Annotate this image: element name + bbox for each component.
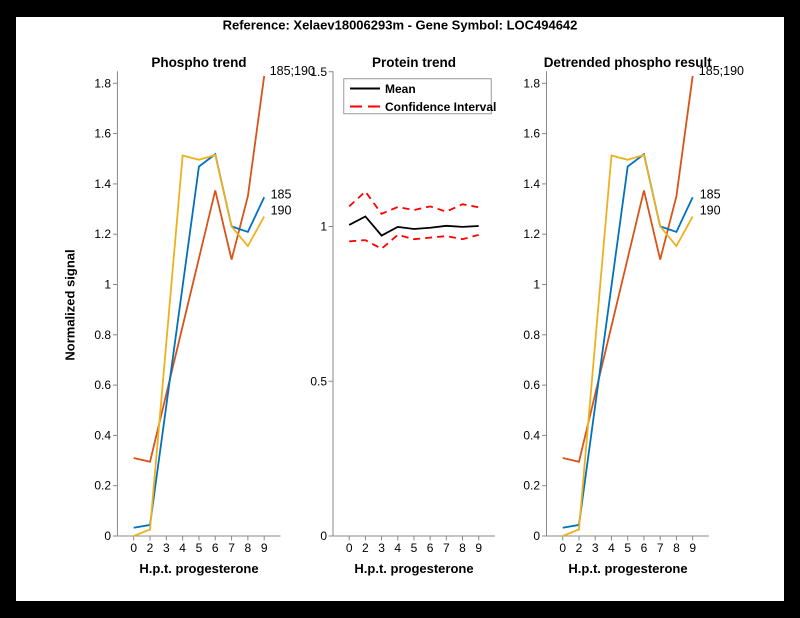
svg-text:0.4: 0.4 (94, 428, 111, 442)
svg-text:185;190: 185;190 (699, 64, 744, 78)
svg-text:1.4: 1.4 (94, 177, 111, 191)
svg-text:0.5: 0.5 (310, 374, 327, 388)
svg-text:1: 1 (320, 220, 327, 234)
svg-text:0: 0 (559, 541, 566, 555)
svg-text:0.2: 0.2 (94, 479, 111, 493)
svg-text:1.6: 1.6 (523, 127, 540, 141)
svg-text:6: 6 (641, 541, 648, 555)
svg-text:7: 7 (443, 541, 450, 555)
svg-text:0: 0 (320, 529, 327, 543)
svg-text:0: 0 (533, 529, 540, 543)
svg-text:H.p.t. progesterone: H.p.t. progesterone (568, 561, 687, 576)
svg-text:190: 190 (700, 204, 721, 218)
svg-text:2: 2 (576, 541, 583, 555)
svg-text:7: 7 (228, 541, 235, 555)
svg-text:Reference: Xelaev18006293m -: Reference: Xelaev18006293m - Gene Symbol… (223, 18, 578, 33)
svg-text:H.p.t. progesterone: H.p.t. progesterone (354, 561, 473, 576)
svg-text:5: 5 (411, 541, 418, 555)
svg-text:Mean: Mean (385, 82, 416, 96)
svg-text:1.4: 1.4 (523, 177, 540, 191)
svg-text:0.2: 0.2 (523, 479, 540, 493)
svg-text:9: 9 (689, 541, 696, 555)
svg-text:0: 0 (104, 529, 111, 543)
svg-text:2: 2 (147, 541, 154, 555)
svg-text:1.8: 1.8 (523, 76, 540, 90)
svg-text:8: 8 (245, 541, 252, 555)
svg-text:5: 5 (624, 541, 631, 555)
svg-text:185: 185 (271, 188, 292, 202)
svg-text:6: 6 (427, 541, 434, 555)
svg-text:0.6: 0.6 (94, 378, 111, 392)
svg-text:190: 190 (271, 204, 292, 218)
svg-text:4: 4 (394, 541, 401, 555)
svg-text:6: 6 (212, 541, 219, 555)
svg-text:Detrended phospho result: Detrended phospho result (544, 55, 713, 70)
svg-text:3: 3 (378, 541, 385, 555)
svg-text:1.2: 1.2 (523, 227, 540, 241)
svg-text:2: 2 (362, 541, 369, 555)
svg-text:4: 4 (608, 541, 615, 555)
svg-text:Phospho trend: Phospho trend (151, 55, 246, 70)
svg-text:7: 7 (657, 541, 664, 555)
svg-text:1.8: 1.8 (94, 76, 111, 90)
svg-text:Protein trend: Protein trend (372, 55, 456, 70)
svg-text:8: 8 (673, 541, 680, 555)
svg-text:4: 4 (179, 541, 186, 555)
svg-text:8: 8 (459, 541, 466, 555)
svg-text:5: 5 (196, 541, 203, 555)
svg-text:0.6: 0.6 (523, 378, 540, 392)
svg-text:185;190: 185;190 (270, 64, 315, 78)
svg-text:0.4: 0.4 (523, 428, 540, 442)
svg-text:1.2: 1.2 (94, 227, 111, 241)
svg-text:1: 1 (533, 278, 540, 292)
svg-text:185: 185 (700, 188, 721, 202)
svg-text:0: 0 (346, 541, 353, 555)
svg-text:Normalized signal: Normalized signal (62, 249, 77, 360)
svg-text:9: 9 (475, 541, 482, 555)
svg-text:1.6: 1.6 (94, 127, 111, 141)
svg-text:3: 3 (163, 541, 170, 555)
svg-text:0: 0 (130, 541, 137, 555)
svg-text:1: 1 (104, 278, 111, 292)
svg-text:H.p.t. progesterone: H.p.t. progesterone (139, 561, 258, 576)
svg-text:0.8: 0.8 (94, 328, 111, 342)
svg-text:Confidence Interval: Confidence Interval (385, 100, 496, 114)
svg-text:1.5: 1.5 (310, 65, 327, 79)
svg-text:3: 3 (592, 541, 599, 555)
svg-text:0.8: 0.8 (523, 328, 540, 342)
svg-text:9: 9 (261, 541, 268, 555)
